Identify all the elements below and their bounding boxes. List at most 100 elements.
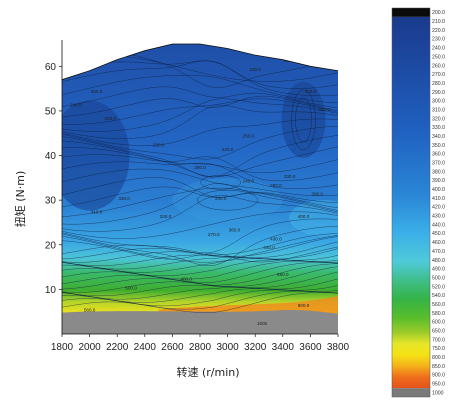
contour-line (62, 86, 338, 109)
colorbar-label: 420.0 (432, 205, 445, 211)
contour-line (62, 183, 338, 225)
colorbar-label: 300.0 (432, 99, 445, 105)
colorbar-label: 430.0 (432, 214, 445, 220)
contour-line (62, 240, 338, 263)
x-tick-label: 3200 (244, 342, 267, 353)
contour-line (62, 285, 338, 300)
contour-line (62, 235, 338, 263)
colorbar-label: 210.0 (432, 19, 445, 25)
colorbar-label: 280.0 (432, 81, 445, 87)
colorbar-label: 750.0 (432, 346, 445, 352)
contour-line (62, 177, 338, 203)
contour-lines (62, 47, 338, 313)
contour-loop (295, 97, 312, 143)
colorbar-label: 440.0 (432, 222, 445, 228)
contour-label: 500.0 (125, 285, 137, 290)
colorbar-label: 360.0 (432, 152, 445, 158)
contour-line (62, 225, 338, 267)
colorbar-label: 470.0 (432, 249, 445, 255)
contour-label: 290.0 (70, 102, 82, 107)
contour-label: 330.0 (160, 214, 172, 219)
y-tick-label: 30 (45, 196, 57, 207)
x-tick-label: 3400 (272, 342, 295, 353)
contour-line (62, 288, 338, 303)
colorbar-labels: 200.0 210.0 220.0 230.0 240.0 250.0 260.0 270.0… (432, 10, 445, 396)
colorbar-label: 310.0 (432, 107, 445, 113)
contour-line (62, 147, 338, 174)
y-tick-label: 20 (45, 240, 57, 251)
colorbar-label: 650.0 (432, 328, 445, 334)
contour-label: 400.0 (298, 214, 310, 219)
contour-label: 320.0 (318, 107, 330, 112)
contour-line (62, 98, 338, 125)
boundary-curve (61, 43, 339, 81)
contour-line (62, 95, 338, 117)
contour-line (62, 233, 338, 256)
contour-label: 300.0 (91, 89, 103, 94)
contour-line (62, 211, 338, 239)
contour-label: 430.0 (270, 236, 282, 241)
contour-label: 220.0 (105, 116, 117, 121)
contour-line (62, 262, 338, 283)
x-tick-label: 2000 (78, 342, 101, 353)
contour-line (62, 263, 338, 286)
y-tick-label: 60 (45, 62, 57, 73)
colorbar-label: 240.0 (432, 46, 445, 52)
x-tick-label: 2600 (161, 342, 184, 353)
dark-lobe-left (62, 100, 130, 211)
colorbar-label: 950.0 (432, 382, 445, 388)
colorbar-label: 370.0 (432, 161, 445, 167)
colorbar-top-cap (392, 8, 430, 17)
colorbar: 200.0 210.0 220.0 230.0 240.0 250.0 260.0 270.0… (391, 7, 445, 398)
colorbar-label: 380.0 (432, 169, 445, 175)
colorbar-label: 600.0 (432, 320, 445, 326)
x-tick-label: 2200 (106, 342, 129, 353)
contour-loop (197, 189, 258, 211)
colorbar-label: 580.0 (432, 311, 445, 317)
axes: 1800 2000 2200 2400 2600 2800 3000 3200 3400 3600… (45, 40, 350, 353)
contour-label: 270.0 (208, 232, 220, 237)
contour-label: 380.0 (312, 192, 324, 197)
contour-line (62, 278, 338, 297)
x-tick-label: 1800 (51, 342, 74, 353)
contour-label: 900.0 (298, 303, 310, 308)
colorbar-label: 220.0 (432, 28, 445, 34)
contour-label: 330.0 (118, 196, 130, 201)
contour-loop (200, 175, 241, 190)
colorbar-label: 270.0 (432, 72, 445, 78)
colorbar-label: 460.0 (432, 240, 445, 246)
contour-line (62, 195, 338, 232)
contour-label: 440.0 (263, 245, 275, 250)
colorbar-label: 400.0 (432, 187, 445, 193)
contour-label: 230.0 (153, 143, 165, 148)
contour-labels: 300.0290.0220.0230.0330.0310.0330.0280.0… (70, 58, 330, 326)
colorbar-label: 260.0 (432, 63, 445, 69)
contour-line (62, 168, 338, 196)
x-tick-label: 3000 (216, 342, 239, 353)
contour-label: 230.0 (249, 67, 261, 72)
colorbar-label: 230.0 (432, 37, 445, 43)
plot-area: 300.0290.0220.0230.0330.0310.0330.0280.0… (13, 40, 350, 379)
colorbar-label: 540.0 (432, 293, 445, 299)
x-axis-label: 转速 (r/min) (176, 365, 239, 379)
colorbar-label: 410.0 (432, 196, 445, 202)
contour-label: 310.0 (91, 210, 103, 215)
contour-line (62, 154, 338, 182)
y-tick-label: 10 (45, 285, 57, 296)
colorbar-label: 290.0 (432, 90, 445, 96)
colorbar-label: 490.0 (432, 267, 445, 273)
contour-label: 240.0 (215, 196, 227, 201)
contour-line (62, 292, 338, 313)
light-lobe-right (289, 200, 338, 236)
colorbar-label: 850.0 (432, 364, 445, 370)
contour-loop (291, 89, 316, 151)
contour-line (62, 135, 338, 178)
contour-label: 220.0 (222, 147, 234, 152)
contour-label: 310.0 (305, 89, 317, 94)
contour-label: 560.0 (277, 272, 289, 277)
contour-line (62, 125, 338, 160)
contour-line (62, 187, 338, 217)
contour-line (62, 60, 338, 96)
y-axis-label: 扭矩 (N·m) (13, 171, 27, 228)
